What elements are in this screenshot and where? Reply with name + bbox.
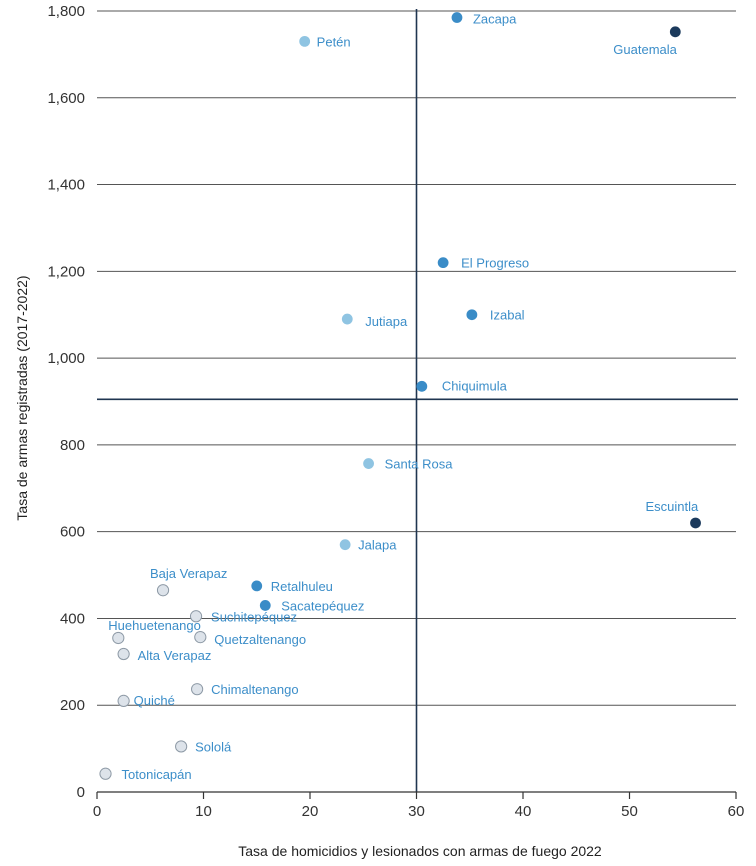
point-label: Izabal (490, 308, 525, 323)
data-point (112, 631, 125, 645)
point-label: Baja Verapaz (150, 566, 227, 581)
data-points (99, 12, 701, 780)
x-tick-label: 0 (93, 803, 101, 820)
y-tick-label: 400 (60, 610, 85, 627)
y-tick-label: 1,600 (47, 90, 85, 107)
point-label: Petén (317, 34, 351, 49)
point-label: Chimaltenango (211, 682, 298, 697)
y-tick-label: 1,200 (47, 263, 85, 280)
x-tick-label: 50 (621, 803, 638, 820)
point-label: Santa Rosa (385, 457, 454, 472)
data-point (194, 631, 207, 644)
y-tick-label: 800 (60, 437, 85, 454)
point-label: Jutiapa (365, 314, 408, 329)
x-tick-label: 30 (408, 803, 425, 820)
x-tick-label: 10 (195, 803, 212, 820)
data-point (175, 740, 188, 753)
point-label: Retalhuleu (271, 579, 333, 594)
data-point (189, 610, 203, 623)
point-label: Suchitepéquez (211, 609, 297, 624)
y-tick-label: 1,400 (47, 177, 85, 194)
point-label: Sacatepéquez (281, 598, 364, 613)
y-tick-label: 600 (60, 524, 85, 541)
data-point (363, 458, 374, 469)
x-tick-label: 60 (728, 803, 745, 820)
point-label: Huehuetenango (108, 618, 201, 633)
x-tick-label: 20 (302, 803, 319, 820)
point-label: Zacapa (473, 12, 517, 27)
x-axis-title: Tasa de homicidios y lesionados con arma… (238, 843, 602, 859)
y-tick-label: 1,800 (47, 3, 85, 20)
point-label: El Progreso (461, 256, 529, 271)
point-label: Quiché (134, 693, 175, 708)
tick-labels: 0 200 400 600 800 1,000 1,200 1,400 1,600 1,800 0 1… (47, 3, 744, 820)
point-labels: Zacapa Petén Guatemala El Progreso Izabal Jut… (108, 12, 699, 782)
data-point (339, 539, 351, 551)
y-tick-label: 0 (77, 784, 85, 801)
data-point (299, 35, 311, 47)
data-point (156, 584, 170, 597)
data-point (451, 12, 463, 23)
data-point (669, 26, 681, 38)
data-point (690, 517, 701, 529)
data-point (191, 683, 204, 696)
y-axis-title: Tasa de armas registradas (2017-2022) (14, 275, 30, 520)
data-point (259, 600, 271, 611)
point-label: Totonicapán (122, 767, 192, 782)
point-label: Sololá (195, 739, 232, 754)
data-point (99, 767, 112, 780)
axes (96, 791, 737, 799)
point-label: Escuintla (646, 499, 700, 514)
data-point (251, 580, 263, 592)
point-label: Chiquimula (442, 378, 508, 393)
point-label: Alta Verapaz (138, 648, 212, 663)
y-tick-label: 200 (60, 697, 85, 714)
data-point (117, 647, 130, 661)
x-tick-label: 40 (515, 803, 532, 820)
point-label: Quetzaltenango (214, 632, 306, 647)
data-point (117, 694, 130, 707)
reference-lines (97, 9, 738, 792)
data-point (416, 380, 428, 392)
data-point (466, 309, 478, 321)
data-point (341, 313, 353, 325)
point-label: Jalapa (358, 538, 397, 553)
point-label: Guatemala (613, 42, 677, 57)
y-tick-label: 1,000 (47, 350, 85, 367)
data-point (437, 257, 449, 269)
